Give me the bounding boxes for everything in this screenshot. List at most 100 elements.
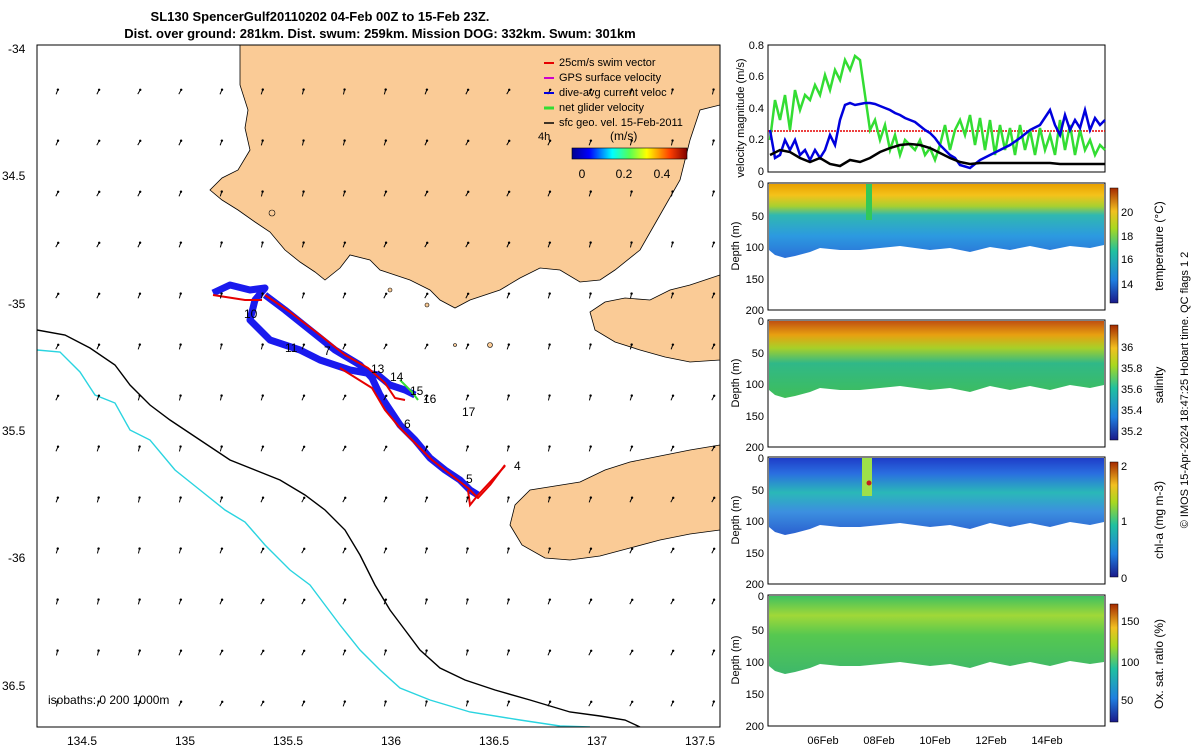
velocity-arrow-head [384,292,388,295]
velocity-arrow-head [630,190,633,193]
velocity-arrow-head [466,700,469,703]
oxygen-yticks: 0 50 100 150 200 [746,591,764,733]
speed-colorbar [571,147,688,160]
day-label-11: 11 [285,341,298,355]
day-label-15: 15 [410,384,424,398]
velocity-arrow-head [179,241,183,244]
colorbar-unit: (m/s) [610,129,637,143]
salinity-cbar-tick: 35.4 [1121,405,1142,417]
velocity-arrow-head [589,190,592,193]
velocity-arrow-head [56,88,60,91]
velocity-arrow-head [57,292,60,296]
salinity-cbar-tick: 35.6 [1121,384,1142,396]
oxygen-label: Ox. sat. ratio (%) [1152,619,1166,709]
velocity-arrow-head [139,139,142,143]
day-label-13: 13 [371,362,385,376]
salinity-ylabel: Depth (m) [730,359,742,408]
velocity-arrow-head [138,700,142,703]
oxygen-section [769,596,1104,674]
depth-tick: 0 [758,591,764,603]
temperature-label: temperature (°C) [1152,201,1166,291]
velocity-arrow-head [138,496,141,499]
velocity-arrow-head [261,190,264,193]
velocity-arrow-head [220,496,224,499]
velocity-arrow-head [344,496,347,500]
chla-cbar-tick: 1 [1121,516,1127,528]
depth-tick: 50 [752,348,764,360]
velocity-arrow-head [303,547,306,551]
lat-tick: 34.5 [2,169,26,183]
velocity-arrow-head [630,445,634,448]
velocity-arrow-head [425,649,428,652]
velocity-arrow-head [220,445,223,448]
velocity-arrow-head [467,139,470,143]
land-kangaroo-island [509,444,720,561]
velocity-arrow-head [712,241,716,244]
map-panel: 4 5 6 7 10 11 13 14 15 16 17 -34 34.5 -3… [2,42,721,748]
velocity-arrow-head [548,547,551,550]
velocity-arrow-head [508,139,511,143]
velocity-arrow-head [631,598,634,602]
geostrophic-arrow-field [55,88,716,707]
lon-tick: 137 [587,734,607,748]
velocity-arrow-head [302,292,305,295]
velocity-arrow-head [138,649,141,652]
velocity-arrow-head [343,700,347,703]
temperature-cbar-tick: 20 [1121,207,1133,219]
land-yorke-peninsula [589,274,720,363]
velocity-arrow-head [548,343,551,346]
velocity-arrow-head [261,88,264,91]
velocity-arrow-head [138,547,141,550]
velocity-arrow-head [589,598,593,601]
velocity-arrow-head [179,547,182,550]
velocity-arrow-head [179,445,182,448]
salinity-panel: 0 50 100 150 200 Depth (m) 35.2 35.4 35.… [730,316,1166,454]
velocity-arrow-head [548,496,551,499]
velocity-arrow-head [220,547,224,550]
velocity-arrow-head [302,445,306,448]
legend-net-glider-velocity: net glider velocity [559,102,644,114]
velocity-ytick: 0.4 [749,103,764,115]
glider-track [211,281,506,508]
temperature-colorbar [1109,187,1119,304]
velocity-arrow-head [97,496,100,499]
depth-tick: 150 [746,411,764,423]
velocity-arrow-head [343,343,347,346]
velocity-arrow-head [630,241,633,244]
sfc-geo-velocity-line [769,142,1105,168]
island [487,342,493,348]
velocity-arrow-head [671,88,674,91]
oxygen-cbar-tick: 50 [1121,695,1133,707]
velocity-arrow-head [179,496,182,499]
velocity-arrow-head [589,394,592,397]
chla-label: chl-a (mg m-3) [1152,481,1166,559]
velocity-arrow-head [261,394,264,397]
temperature-ylabel: Depth (m) [730,222,742,271]
velocity-arrow-head [671,700,675,703]
velocity-arrow-head [671,649,675,652]
velocity-arrow-head [179,139,183,142]
velocity-arrow-head [507,700,511,703]
island [424,302,430,308]
velocity-arrow-head [507,343,511,346]
velocity-arrow-head [712,394,716,398]
imos-footer: © IMOS 15-Apr-2024 18:47:25 Hobart time.… [1179,252,1191,529]
velocity-arrow-head [548,88,552,92]
temperature-cbar-ticks: 14 16 18 20 [1121,207,1133,291]
velocity-arrow-head [671,445,675,448]
velocity-arrow-head [712,343,716,346]
velocity-arrow-head [56,547,59,550]
map-legend: 25cm/s swim vector GPS surface velocity … [538,57,688,181]
legend-dive-avg-current: dive-avg current veloc [559,87,667,99]
date-tick: 10Feb [919,735,950,747]
depth-tick: 200 [746,579,764,591]
date-tick: 08Feb [863,735,894,747]
velocity-arrow-head [220,292,223,295]
velocity-arrow-head [56,445,60,448]
velocity-arrow-head [630,547,634,550]
depth-tick: 0 [758,453,764,465]
depth-tick: 50 [752,211,764,223]
lon-tick: 135 [175,734,195,748]
velocity-arrow-head [220,649,224,652]
chla-cbar-tick: 2 [1121,461,1127,473]
